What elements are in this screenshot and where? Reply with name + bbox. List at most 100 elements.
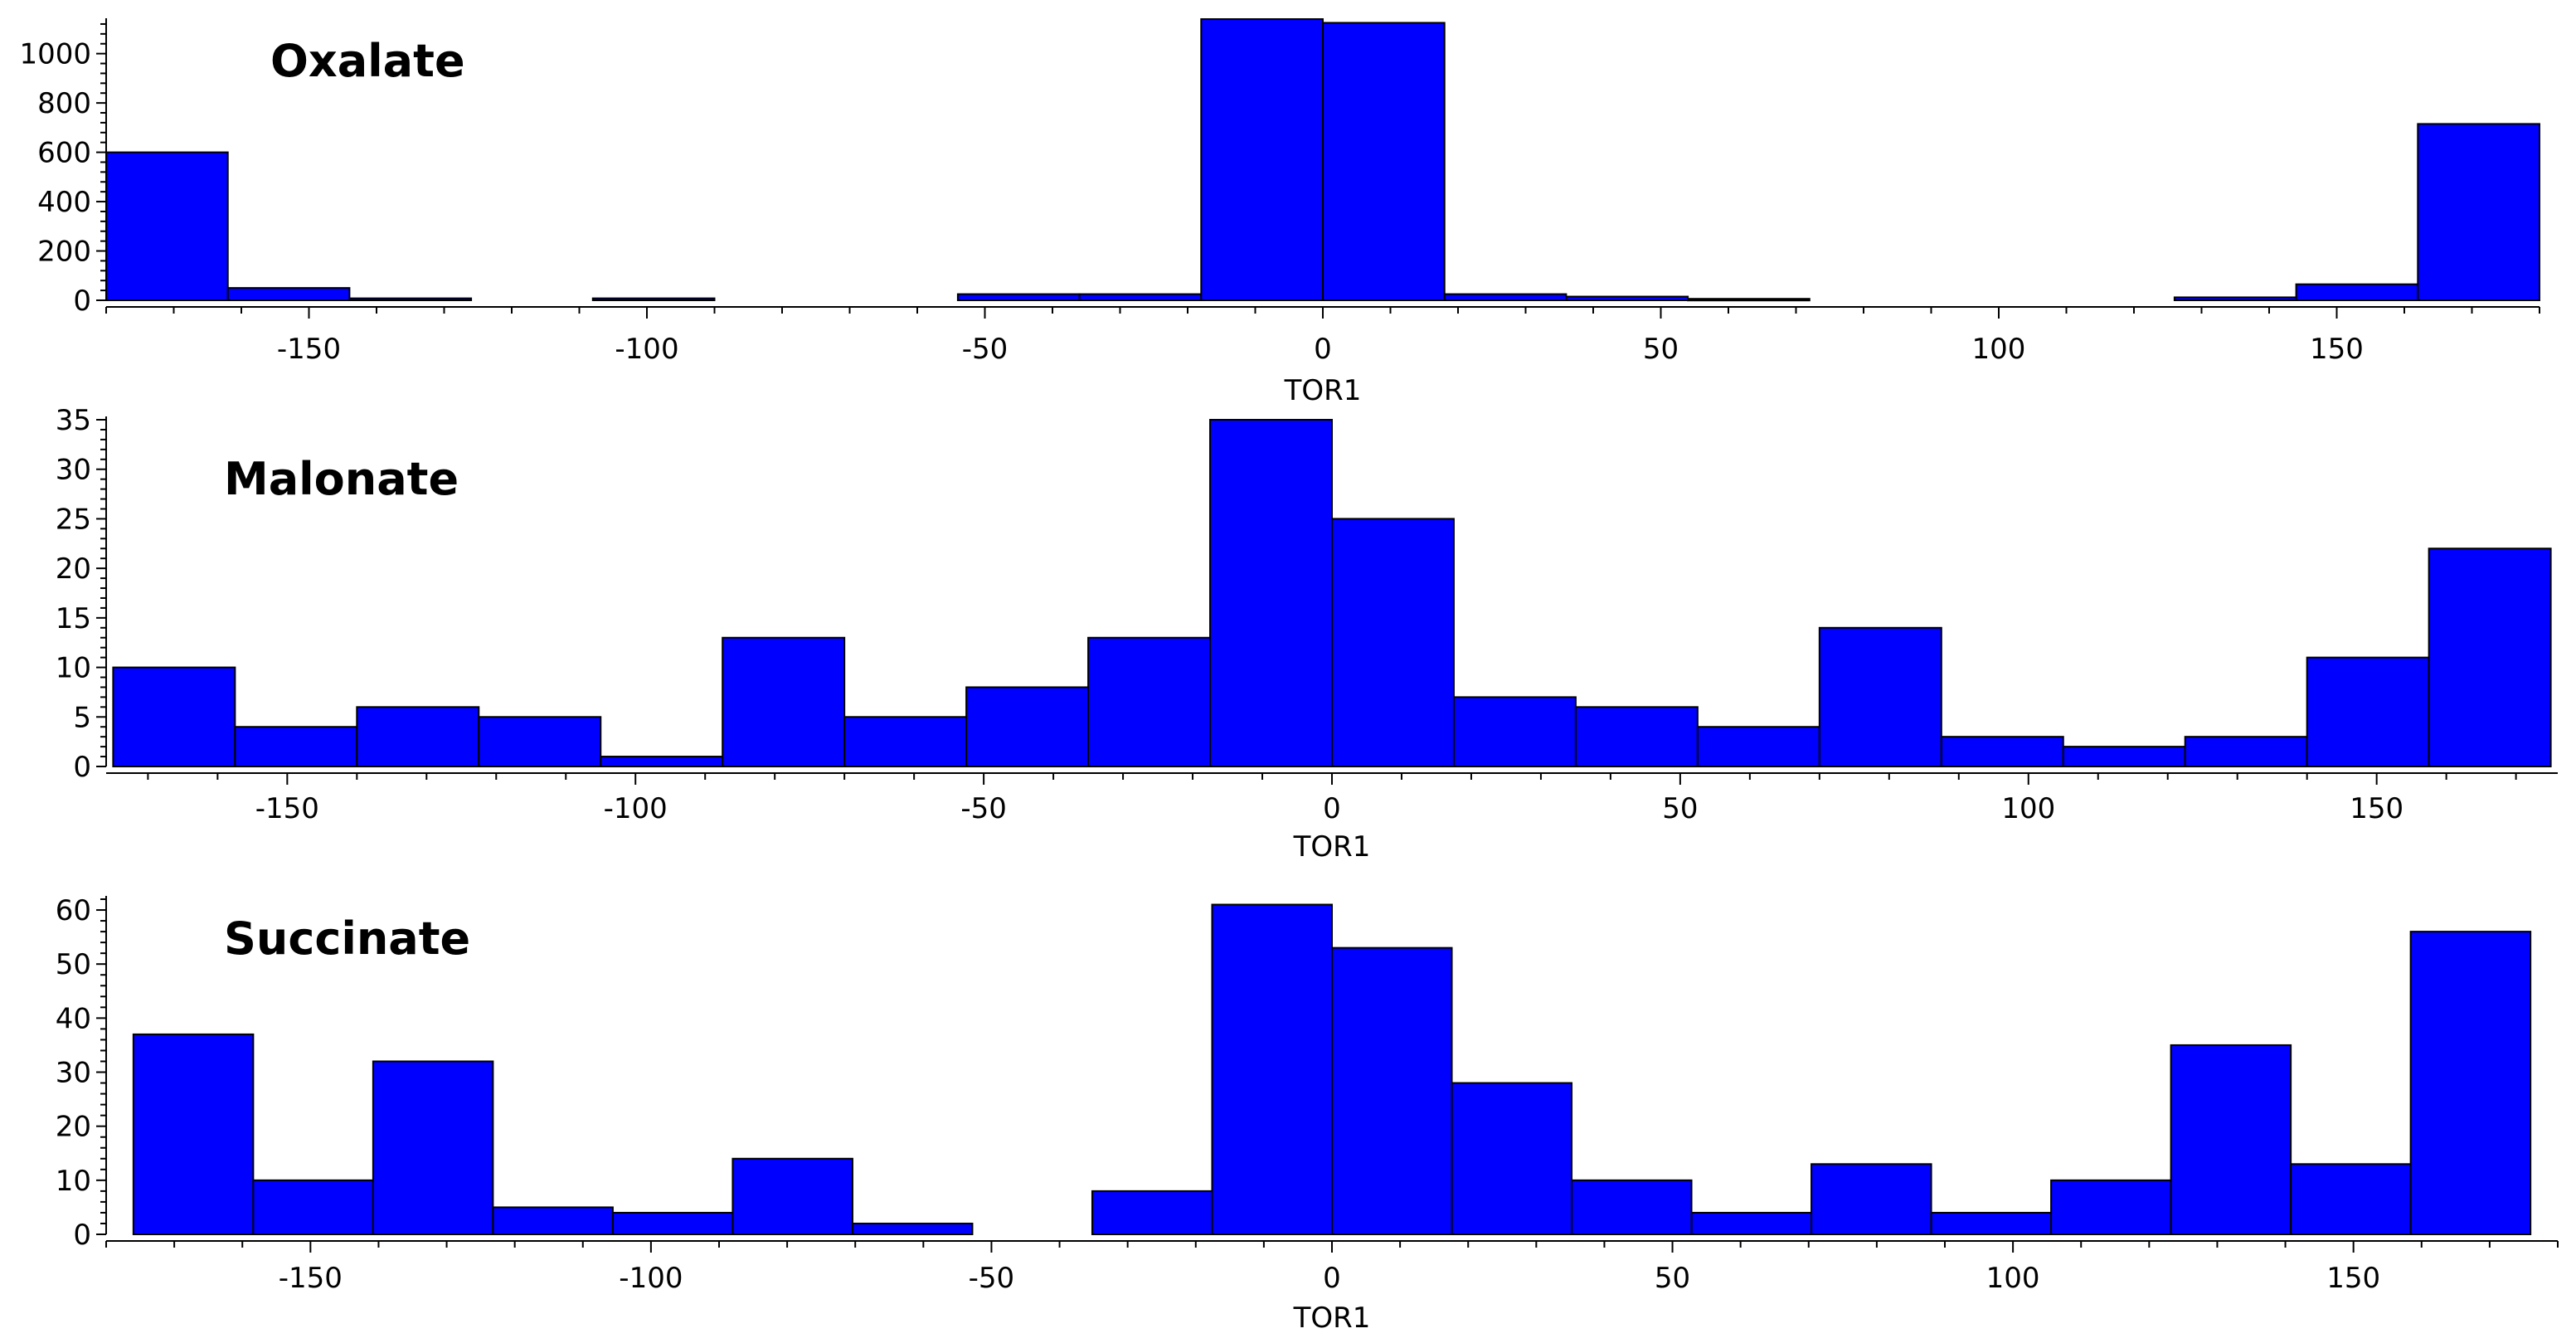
oxalate-bar-1	[226, 287, 351, 302]
succinate-bar-10	[1451, 1082, 1573, 1235]
malonate-bar-4	[600, 756, 724, 767]
oxalate-y-tick-label-4: 800	[37, 87, 91, 120]
malonate-y-tick-label-1: 5	[73, 701, 91, 734]
malonate-bar-14	[1818, 626, 1942, 767]
succinate-bar-7	[1091, 1190, 1213, 1236]
malonate-y-tick-label-2: 10	[56, 652, 91, 685]
succinate-bar-8	[1211, 903, 1334, 1235]
succinate-bar-9	[1331, 946, 1453, 1235]
malonate-bar-8	[1087, 636, 1212, 767]
malonate-bar-10	[1331, 518, 1455, 768]
succinate-bar-12	[1690, 1211, 1813, 1235]
succinate-x-tick-label-0: -150	[279, 1262, 343, 1295]
oxalate-x-axis-label: TOR1	[1284, 374, 1362, 407]
succinate-y-tick-label-5: 50	[56, 948, 91, 981]
succinate-bar-6	[851, 1222, 974, 1236]
succinate-x-tick-label-2: -50	[969, 1262, 1015, 1295]
oxalate-x-tick-label-2: -50	[962, 333, 1009, 366]
oxalate-y-tick-label-3: 600	[37, 137, 91, 170]
succinate-histogram: Succinate TOR1 0 10 20 30 40 50 60 -150 -100 -50 0…	[56, 894, 2559, 1335]
succinate-bar-17	[2290, 1163, 2412, 1235]
oxalate-y-tick-label-1: 200	[37, 236, 91, 269]
oxalate-bar-12	[2295, 283, 2419, 302]
oxalate-bar-3	[591, 297, 716, 302]
malonate-bar-3	[478, 716, 602, 767]
succinate-bar-1	[252, 1179, 374, 1236]
malonate-title: Malonate	[224, 453, 459, 505]
malonate-y-tick-label-7: 35	[56, 404, 91, 437]
oxalate-title: Oxalate	[270, 35, 465, 87]
succinate-x-tick-label-4: 50	[1655, 1262, 1690, 1295]
succinate-bar-0	[132, 1033, 255, 1235]
malonate-bar-13	[1696, 726, 1820, 768]
succinate-bar-2	[372, 1060, 494, 1236]
succinate-y-tick-label-3: 30	[56, 1057, 91, 1090]
malonate-x-tick-label-0: -150	[255, 792, 319, 825]
oxalate-bar-9	[1565, 295, 1689, 302]
oxalate-bar-2	[348, 297, 473, 302]
malonate-y-tick-label-5: 25	[56, 503, 91, 536]
succinate-y-tick-label-1: 10	[56, 1165, 91, 1198]
oxalate-x-tick-label-6: 150	[2310, 333, 2364, 366]
succinate-x-axis-label: TOR1	[1293, 1302, 1371, 1335]
succinate-bar-4	[611, 1211, 734, 1235]
succinate-bar-5	[731, 1157, 853, 1235]
oxalate-bar-8	[1443, 293, 1567, 302]
oxalate-bar-6	[1200, 18, 1324, 301]
oxalate-bar-4	[956, 293, 1081, 302]
malonate-bar-17	[2184, 736, 2308, 768]
malonate-x-tick-label-5: 100	[2001, 792, 2055, 825]
malonate-y-tick-label-3: 15	[56, 602, 91, 635]
malonate-x-tick-label-2: -50	[960, 792, 1007, 825]
oxalate-bar-7	[1322, 22, 1446, 301]
malonate-bar-5	[722, 636, 846, 767]
malonate-bar-9	[1209, 419, 1334, 767]
oxalate-y-tick-label-0: 0	[73, 285, 91, 318]
malonate-bar-6	[843, 716, 968, 767]
malonate-histogram: Malonate TOR1 0 5 10 15 20 25 30 35 -150 -100 -50 0…	[56, 404, 2558, 864]
malonate-bar-15	[1940, 736, 2064, 768]
succinate-bar-3	[492, 1206, 614, 1235]
malonate-bar-16	[2062, 746, 2186, 767]
malonate-bar-1	[234, 726, 358, 768]
oxalate-bar-13	[2417, 123, 2541, 301]
succinate-x-tick-label-3: 0	[1323, 1262, 1341, 1295]
succinate-bar-16	[2170, 1044, 2292, 1235]
succinate-y-tick-label-6: 60	[56, 894, 91, 927]
malonate-y-tick-label-4: 20	[56, 552, 91, 586]
succinate-bar-15	[2050, 1179, 2172, 1236]
succinate-title: Succinate	[224, 912, 470, 965]
oxalate-bar-5	[1078, 293, 1203, 302]
oxalate-y-tick-label-2: 400	[37, 186, 91, 219]
malonate-x-axis-label: TOR1	[1293, 830, 1371, 864]
malonate-x-tick-label-4: 50	[1662, 792, 1698, 825]
malonate-bar-19	[2428, 547, 2552, 767]
malonate-x-tick-label-1: -100	[604, 792, 668, 825]
succinate-bar-11	[1571, 1179, 1693, 1236]
malonate-y-tick-label-0: 0	[73, 751, 91, 784]
oxalate-bar-11	[2173, 296, 2297, 301]
malonate-bar-18	[2306, 656, 2430, 768]
oxalate-y-tick-label-5: 1000	[19, 38, 91, 71]
malonate-y-tick-label-6: 30	[56, 454, 91, 487]
oxalate-x-tick-label-5: 100	[1972, 333, 2026, 366]
malonate-x-tick-label-3: 0	[1323, 792, 1341, 825]
succinate-y-tick-label-4: 40	[56, 1002, 91, 1035]
malonate-x-tick-label-6: 150	[2350, 792, 2403, 825]
succinate-y-tick-label-2: 20	[56, 1111, 91, 1144]
malonate-bar-7	[965, 686, 1090, 768]
succinate-bar-13	[1810, 1163, 1932, 1235]
oxalate-x-tick-label-1: -100	[615, 333, 678, 366]
oxalate-bar-10	[1687, 298, 1810, 302]
succinate-x-tick-label-1: -100	[619, 1262, 683, 1295]
malonate-bar-2	[356, 706, 480, 767]
succinate-x-tick-label-5: 100	[1986, 1262, 2040, 1295]
malonate-bar-12	[1574, 706, 1699, 767]
oxalate-bar-0	[105, 151, 229, 301]
succinate-x-tick-label-6: 150	[2326, 1262, 2380, 1295]
malonate-bar-11	[1452, 696, 1577, 768]
succinate-bar-18	[2409, 931, 2532, 1236]
malonate-bar-0	[112, 666, 236, 767]
